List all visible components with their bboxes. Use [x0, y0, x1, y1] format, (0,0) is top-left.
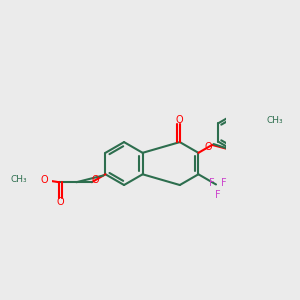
Text: O: O: [92, 175, 100, 185]
Text: F: F: [221, 178, 227, 188]
Text: O: O: [40, 175, 48, 185]
Text: O: O: [176, 115, 184, 125]
Text: O: O: [204, 142, 212, 152]
Text: F: F: [209, 178, 215, 188]
Text: CH₃: CH₃: [267, 116, 284, 124]
Text: O: O: [57, 197, 64, 207]
Text: F: F: [215, 190, 221, 200]
Text: CH₃: CH₃: [11, 176, 28, 184]
